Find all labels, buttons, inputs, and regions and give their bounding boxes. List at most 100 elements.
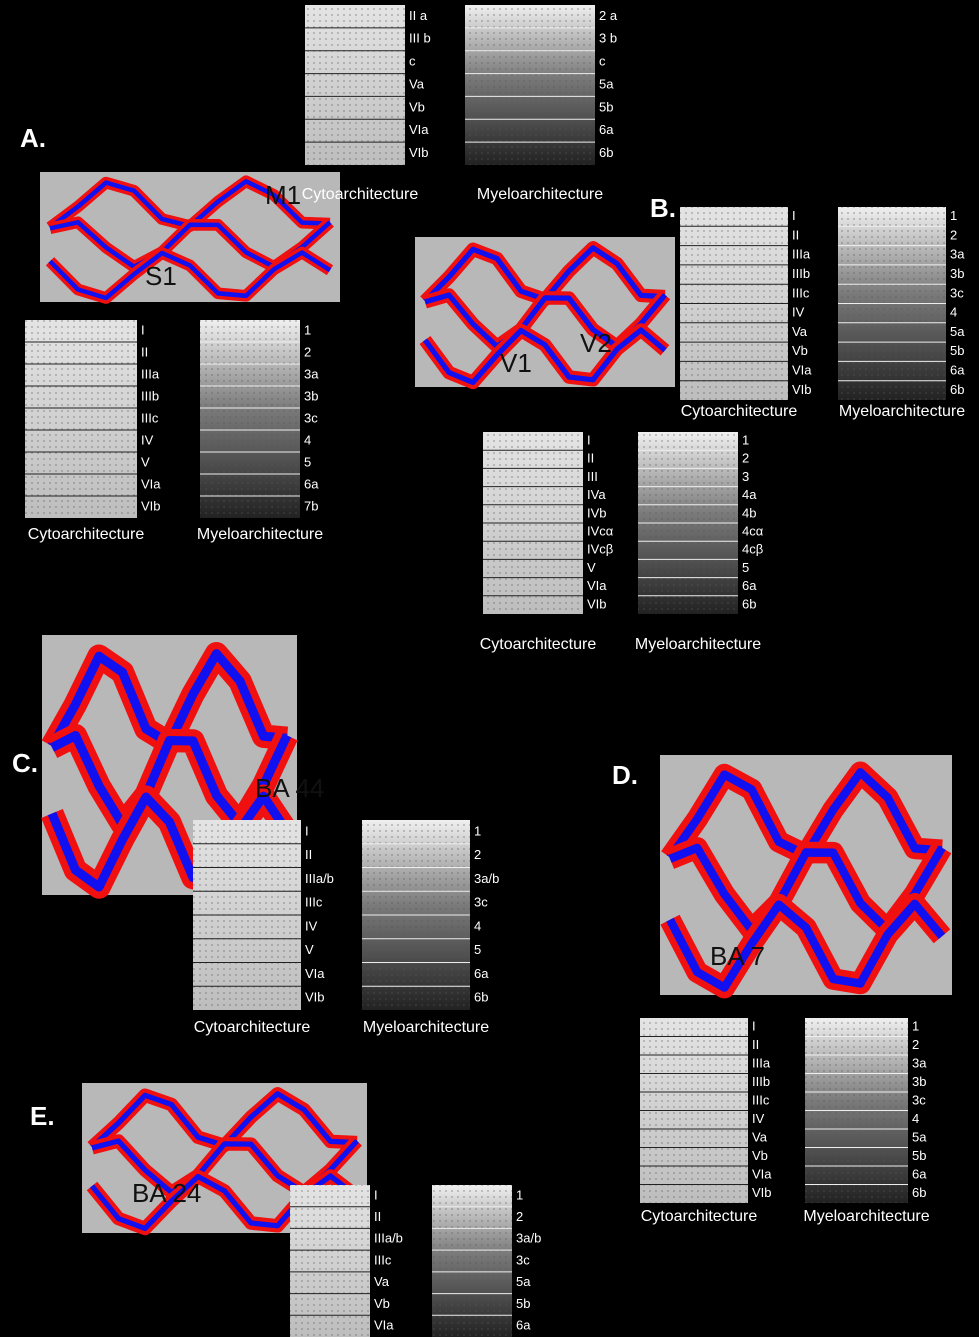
- layer-label: IIIa/b: [305, 871, 334, 886]
- layer-label: 5a: [950, 324, 965, 339]
- layer-label: 2 a: [599, 8, 618, 23]
- layer-label: VIa: [587, 578, 607, 593]
- layer-label: I: [752, 1019, 756, 1034]
- layer-label: Vb: [374, 1296, 390, 1311]
- caption: Myeloarchitecture: [363, 1019, 489, 1036]
- layer-label: 3c: [912, 1093, 926, 1108]
- layer-label: 2: [950, 227, 957, 242]
- layer-label: 3c: [950, 285, 964, 300]
- region-label: V2: [580, 328, 612, 358]
- layer-label: V: [141, 454, 150, 469]
- layer-label: III b: [409, 31, 431, 46]
- layer-label: 4a: [742, 487, 757, 502]
- layer-label: IIIb: [792, 266, 810, 281]
- layer-label: IIIc: [374, 1252, 392, 1267]
- layer-label: 6b: [912, 1185, 926, 1200]
- panel-label: B.: [650, 193, 676, 223]
- layer-label: IIIc: [305, 895, 323, 910]
- layer-label: 2: [912, 1037, 919, 1052]
- layer-label: IIIb: [141, 388, 159, 403]
- layer-label: VIa: [752, 1167, 772, 1182]
- layer-label: Va: [752, 1130, 768, 1145]
- layer-label: 3b: [912, 1074, 926, 1089]
- layer-label: VIb: [587, 596, 607, 611]
- layer-label: 4: [950, 305, 957, 320]
- layer-label: 2: [474, 847, 481, 862]
- layer-label: II: [141, 344, 148, 359]
- caption: Cytoarchitecture: [194, 1019, 311, 1036]
- layer-label: II: [752, 1037, 759, 1052]
- layer-label: 3 b: [599, 31, 617, 46]
- layer-label: I: [374, 1187, 378, 1202]
- layer-label: IV: [141, 432, 154, 447]
- panel-label: E.: [30, 1101, 55, 1131]
- caption: Myeloarchitecture: [839, 403, 965, 420]
- section-texture: [465, 5, 595, 165]
- region-label: BA 24: [132, 1178, 201, 1208]
- region-label: V1: [500, 348, 532, 378]
- layer-label: I: [305, 823, 309, 838]
- layer-label: I: [141, 322, 145, 337]
- section-texture: [432, 1185, 512, 1337]
- layer-label: IIIc: [141, 410, 159, 425]
- layer-label: VIa: [141, 476, 161, 491]
- panel-label: A.: [20, 123, 46, 153]
- layer-label: 6b: [474, 990, 488, 1005]
- panel-label: D.: [612, 760, 638, 790]
- layer-label: 3a/b: [516, 1231, 541, 1246]
- layer-label: c: [409, 54, 416, 69]
- layer-label: IIIa: [792, 247, 811, 262]
- region-label: BA 44: [255, 773, 324, 803]
- layer-label: VIa: [305, 966, 325, 981]
- caption: Myeloarchitecture: [197, 526, 323, 543]
- layer-label: IIIc: [752, 1093, 770, 1108]
- layer-label: VIa: [409, 122, 429, 137]
- layer-label: 1: [474, 823, 481, 838]
- layer-label: II: [374, 1209, 381, 1224]
- layer-label: IIIc: [792, 285, 810, 300]
- layer-label: 5: [742, 560, 749, 575]
- layer-label: Vb: [792, 343, 808, 358]
- layer-label: Va: [374, 1274, 390, 1289]
- layer-label: 6a: [516, 1318, 531, 1333]
- layer-label: IVa: [587, 487, 606, 502]
- layer-label: 5: [474, 942, 481, 957]
- figure: A. M1 S1 II a III b c Va Vb VIa VIb 2 a 3 b c 5a 5b 6a 6…: [0, 0, 979, 1337]
- layer-label: 5a: [912, 1130, 927, 1145]
- layer-label: 3a: [950, 247, 965, 262]
- layer-label: 6b: [742, 596, 756, 611]
- layer-label: 6b: [950, 382, 964, 397]
- layer-label: II a: [409, 8, 428, 23]
- layer-label: I: [587, 433, 591, 448]
- layer-label: 6a: [950, 362, 965, 377]
- layer-label: VIb: [752, 1185, 772, 1200]
- layer-label: 6a: [742, 578, 757, 593]
- layer-label: VIb: [305, 990, 325, 1005]
- layer-label: Vb: [752, 1148, 768, 1163]
- layer-label: II: [305, 847, 312, 862]
- layer-label: 1: [304, 322, 311, 337]
- layer-label: II: [792, 227, 799, 242]
- layer-label: Vb: [409, 99, 425, 114]
- layer-label: c: [599, 54, 606, 69]
- region-label: M1: [265, 180, 301, 210]
- layer-label: II: [587, 451, 594, 466]
- region-label: S1: [145, 261, 177, 291]
- layer-label: IIIa: [752, 1056, 771, 1071]
- layer-label: 5: [304, 454, 311, 469]
- layer-label: IVcα: [587, 524, 614, 539]
- layer-label: V: [305, 942, 314, 957]
- layer-label: 5b: [912, 1148, 926, 1163]
- page: A. M1 S1 II a III b c Va Vb VIa VIb 2 a 3 b c 5a 5b 6a 6…: [0, 0, 979, 1337]
- layer-label: IIIa: [141, 366, 160, 381]
- section-texture: [305, 5, 405, 165]
- layer-label: Va: [409, 76, 425, 91]
- layer-label: 6a: [599, 122, 614, 137]
- layer-label: III: [587, 469, 598, 484]
- layer-label: VIb: [409, 145, 429, 160]
- layer-label: 3a/b: [474, 871, 499, 886]
- caption: Myeloarchitecture: [803, 1208, 929, 1225]
- layer-label: 2: [742, 451, 749, 466]
- layer-label: 6b: [599, 145, 613, 160]
- layer-label: 3b: [950, 266, 964, 281]
